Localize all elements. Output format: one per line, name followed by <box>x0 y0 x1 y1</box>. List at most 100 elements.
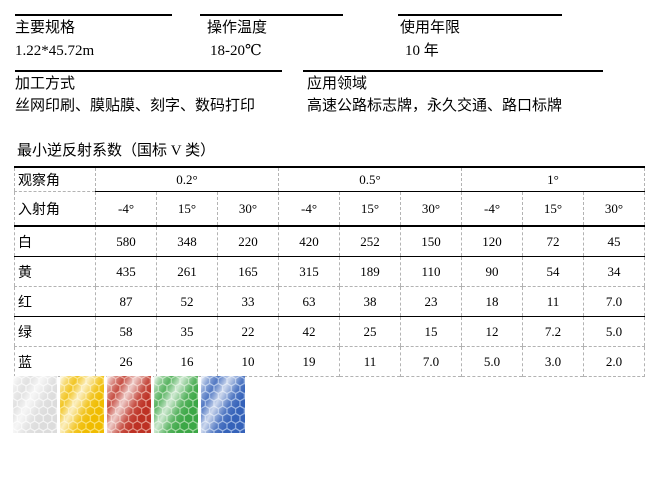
value-cell: 35 <box>156 316 218 347</box>
spec-service-life: 使用年限 10 年 <box>398 14 562 61</box>
value-cell: 18 <box>461 286 523 317</box>
spec-operating-temperature: 操作温度 18-20℃ <box>200 14 343 61</box>
spec-main-size: 主要规格 1.22*45.72m <box>15 14 172 61</box>
value-cell: 7.0 <box>400 346 462 377</box>
section-value: 高速公路标志牌，永久交通、路口标牌 <box>307 98 563 114</box>
entrance-angle-cell: 30° <box>217 191 279 227</box>
row-label: 白 <box>14 226 96 257</box>
value-cell: 3.0 <box>522 346 584 377</box>
divider <box>15 70 282 72</box>
entrance-angle-cell: 30° <box>400 191 462 227</box>
value-cell: 348 <box>156 226 218 257</box>
section-label: 加工方式 <box>15 76 76 92</box>
observation-angle-row: 观察角 0.2° 0.5° 1° <box>14 167 645 192</box>
value-cell: 580 <box>95 226 157 257</box>
value-cell: 7.2 <box>522 316 584 347</box>
value-cell: 38 <box>339 286 401 317</box>
value-cell: 15 <box>400 316 462 347</box>
row-header-entrance-angle: 入射角 <box>14 191 96 227</box>
entrance-angle-cell: -4° <box>95 191 157 227</box>
divider <box>200 14 343 16</box>
value-cell: 23 <box>400 286 462 317</box>
divider <box>398 14 562 16</box>
spec-value: 10 年 <box>405 43 439 59</box>
value-cell: 19 <box>278 346 340 377</box>
observation-angle-cell: 1° <box>461 167 645 192</box>
value-cell: 87 <box>95 286 157 317</box>
divider <box>303 70 603 72</box>
value-cell: 54 <box>522 256 584 287</box>
row-label: 蓝 <box>18 355 32 371</box>
color-swatch-strip <box>13 376 245 433</box>
retroreflection-table-wrap: 观察角 0.2° 0.5° 1° 入射角 -4° 15° 30° -4° 15°… <box>14 166 645 377</box>
value-cell: 26 <box>95 346 157 377</box>
table-row-yellow: 黄 435 261 165 315 189 110 90 54 34 <box>14 256 645 287</box>
value-cell: 72 <box>522 226 584 257</box>
swatch-yellow <box>60 376 104 433</box>
value-cell: 110 <box>400 256 462 287</box>
entrance-angle-cell: 15° <box>522 191 584 227</box>
swatch-red <box>107 376 151 433</box>
section-processing-method: 加工方式 丝网印刷、膜贴膜、刻字、数码打印 <box>15 70 282 118</box>
observation-angle-cell: 0.2° <box>95 167 279 192</box>
divider <box>15 14 172 16</box>
row-label: 黄 <box>14 256 96 287</box>
value-cell: 7.0 <box>583 286 645 317</box>
row-header-observation-angle: 观察角 <box>14 167 96 192</box>
value-cell: 435 <box>95 256 157 287</box>
entrance-angle-cell: 15° <box>339 191 401 227</box>
value-cell: 5.0 <box>461 346 523 377</box>
value-cell: 120 <box>461 226 523 257</box>
value-cell: 2.0 <box>583 346 645 377</box>
row-label: 红 <box>14 286 96 317</box>
section-value: 丝网印刷、膜贴膜、刻字、数码打印 <box>15 98 256 114</box>
entrance-angle-cell: -4° <box>278 191 340 227</box>
value-cell: 10 <box>217 346 279 377</box>
value-cell: 11 <box>339 346 401 377</box>
value-cell: 45 <box>583 226 645 257</box>
entrance-angle-cell: -4° <box>461 191 523 227</box>
value-cell: 420 <box>278 226 340 257</box>
value-cell: 25 <box>339 316 401 347</box>
swatch-white-silver <box>13 376 57 433</box>
spec-label: 使用年限 <box>400 20 461 36</box>
entrance-angle-cell: 30° <box>583 191 645 227</box>
row-label: 绿 <box>14 316 96 347</box>
spec-label: 主要规格 <box>15 20 76 36</box>
value-cell: 22 <box>217 316 279 347</box>
value-cell: 52 <box>156 286 218 317</box>
value-cell: 34 <box>583 256 645 287</box>
table-title: 最小逆反射系数（国标 V 类） <box>17 143 216 159</box>
value-cell: 33 <box>217 286 279 317</box>
value-cell: 315 <box>278 256 340 287</box>
spec-value: 1.22*45.72m <box>15 43 95 59</box>
value-cell: 220 <box>217 226 279 257</box>
value-cell: 58 <box>95 316 157 347</box>
swatch-blue <box>201 376 245 433</box>
swatch-green <box>154 376 198 433</box>
value-cell: 63 <box>278 286 340 317</box>
value-cell: 5.0 <box>583 316 645 347</box>
table-row-blue: 蓝 26 16 10 19 11 7.0 5.0 3.0 2.0 <box>15 346 645 377</box>
value-cell: 189 <box>339 256 401 287</box>
spec-label: 操作温度 <box>207 20 268 36</box>
value-cell: 252 <box>339 226 401 257</box>
value-cell: 165 <box>217 256 279 287</box>
entrance-angle-row: 入射角 -4° 15° 30° -4° 15° 30° -4° 15° 30° <box>14 191 645 227</box>
value-cell: 90 <box>461 256 523 287</box>
section-application-field: 应用领域 高速公路标志牌，永久交通、路口标牌 <box>303 70 603 118</box>
table-row-white: 白 580 348 220 420 252 150 120 72 45 <box>14 226 645 257</box>
value-cell: 150 <box>400 226 462 257</box>
table-row-green: 绿 58 35 22 42 25 15 12 7.2 5.0 <box>14 316 645 347</box>
table-row-red: 红 87 52 33 63 38 23 18 11 7.0 <box>14 286 645 317</box>
value-cell: 16 <box>156 346 218 377</box>
entrance-angle-cell: 15° <box>156 191 218 227</box>
spec-value: 18-20℃ <box>210 43 262 59</box>
value-cell: 11 <box>522 286 584 317</box>
observation-angle-cell: 0.5° <box>278 167 462 192</box>
value-cell: 12 <box>461 316 523 347</box>
retroreflection-table: 观察角 0.2° 0.5° 1° 入射角 -4° 15° 30° -4° 15°… <box>14 166 645 377</box>
section-label: 应用领域 <box>307 76 368 92</box>
value-cell: 42 <box>278 316 340 347</box>
